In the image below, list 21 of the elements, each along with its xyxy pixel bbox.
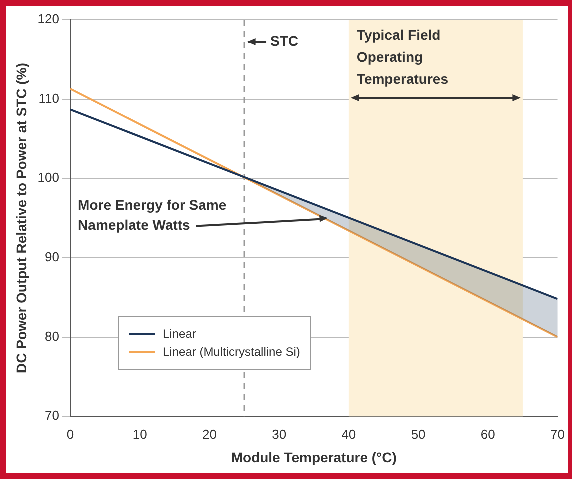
x-tick-label: 10 — [132, 426, 148, 442]
x-tick-label: 50 — [411, 426, 426, 442]
x-tick-label: 30 — [272, 426, 287, 442]
x-axis-title: Module Temperature (°C) — [231, 449, 397, 466]
x-tick-label: 40 — [342, 426, 356, 442]
y-axis-title: DC Power Output Relative to Power at STC (%) — [13, 63, 30, 374]
x-tick-label: 60 — [480, 426, 496, 442]
y-tick-label: 90 — [45, 250, 60, 265]
y-tick-label: 120 — [38, 12, 60, 27]
y-tick-label: 110 — [38, 90, 60, 106]
band-label: Typical Field Operating Temperatures — [356, 26, 449, 87]
y-tick-label: 70 — [45, 408, 60, 424]
ref-line-label: STC — [270, 32, 299, 49]
x-tick-label: 20 — [202, 426, 217, 442]
y-tick-label: 100 — [38, 170, 60, 186]
x-tick-label: 0 — [66, 426, 74, 442]
annotation: More Energy for Same Nameplate Watts — [78, 197, 227, 234]
legend-label: Linear (Multicrystalline Si) — [163, 345, 300, 359]
y-tick-label: 80 — [45, 328, 60, 344]
legend-label: Linear — [163, 327, 196, 341]
x-tick-label: 70 — [550, 426, 566, 442]
